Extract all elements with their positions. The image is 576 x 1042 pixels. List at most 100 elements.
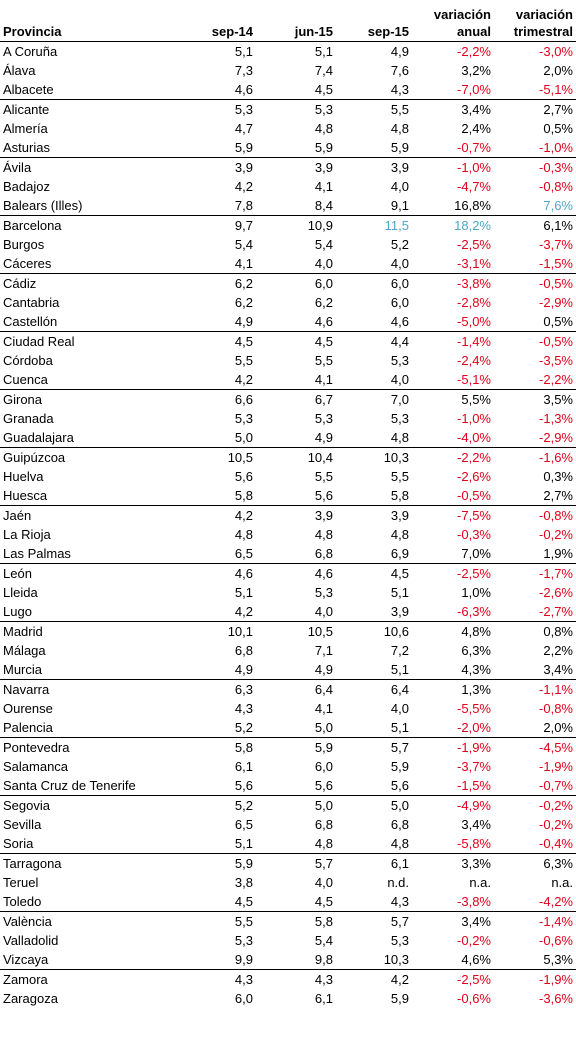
cell-jun-15: 6,0 bbox=[314, 759, 333, 774]
cell-variacion-trimestral: -1,6% bbox=[539, 450, 573, 465]
cell-jun-15: 5,7 bbox=[314, 856, 333, 871]
cell-variacion-trimestral: -0,2% bbox=[539, 798, 573, 813]
cell-sep-15: 5,5 bbox=[390, 102, 409, 117]
cell-provincia: Teruel bbox=[3, 875, 39, 890]
header-row: Provincia sep-14 jun-15 sep-15 variación… bbox=[0, 0, 576, 42]
cell-sep-15: 4,0 bbox=[336, 370, 412, 390]
cell-variacion-trimestral: 2,0% bbox=[543, 63, 573, 78]
cell-variacion-trimestral: 3,4% bbox=[494, 660, 576, 680]
cell-sep-14: 5,8 bbox=[234, 740, 253, 755]
cell-sep-14: 6,0 bbox=[234, 991, 253, 1006]
cell-jun-15: 5,6 bbox=[256, 776, 336, 796]
table-row: Guadalajara 5,0 4,9 4,8 -4,0% -2,9% bbox=[0, 428, 576, 448]
cell-provincia: Sevilla bbox=[3, 817, 42, 832]
cell-variacion-trimestral: -0,4% bbox=[494, 834, 576, 854]
cell-variacion-anual: -1,9% bbox=[457, 740, 491, 755]
cell-sep-15: 4,6 bbox=[336, 312, 412, 332]
cell-jun-15: 4,1 bbox=[314, 179, 333, 194]
cell-sep-14: 5,9 bbox=[196, 138, 256, 158]
cell-sep-15: 9,1 bbox=[336, 196, 412, 216]
cell-sep-15: 4,0 bbox=[390, 179, 409, 194]
cell-jun-15: 4,0 bbox=[256, 254, 336, 274]
table-row: Ávila 3,9 3,9 3,9 -1,0% -0,3% bbox=[0, 158, 576, 178]
table-row: Pontevedra 5,8 5,9 5,7 -1,9% -4,5% bbox=[0, 738, 576, 758]
cell-variacion-anual: 5,5% bbox=[461, 392, 491, 407]
table-row: Cuenca 4,2 4,1 4,0 -5,1% -2,2% bbox=[0, 370, 576, 390]
cell-variacion-anual: 2,4% bbox=[461, 121, 491, 136]
cell-variacion-anual: -2,8% bbox=[457, 295, 491, 310]
cell-variacion-anual: -0,2% bbox=[457, 933, 491, 948]
cell-variacion-anual: -5,0% bbox=[412, 312, 494, 332]
cell-variacion-trimestral: -0,2% bbox=[539, 527, 573, 542]
cell-jun-15: 4,6 bbox=[256, 312, 336, 332]
table-row: Barcelona 9,7 10,9 11,5 18,2% 6,1% bbox=[0, 216, 576, 236]
cell-variacion-anual: -1,0% bbox=[457, 160, 491, 175]
cell-jun-15: 5,6 bbox=[256, 486, 336, 506]
cell-variacion-trimestral: 0,3% bbox=[543, 469, 573, 484]
cell-variacion-anual: -2,6% bbox=[457, 469, 491, 484]
cell-sep-14: 4,6 bbox=[234, 566, 253, 581]
cell-variacion-trimestral: 2,7% bbox=[543, 102, 573, 117]
cell-variacion-trimestral: -0,2% bbox=[539, 817, 573, 832]
table-row: Salamanca 6,1 6,0 5,9 -3,7% -1,9% bbox=[0, 757, 576, 776]
cell-sep-15: 4,8 bbox=[336, 428, 412, 448]
cell-jun-15: 5,9 bbox=[314, 740, 333, 755]
cell-variacion-anual: 3,3% bbox=[461, 856, 491, 871]
table-row: Ciudad Real 4,5 4,5 4,4 -1,4% -0,5% bbox=[0, 332, 576, 352]
cell-provincia: Cádiz bbox=[3, 276, 37, 291]
cell-provincia: Las Palmas bbox=[0, 544, 196, 564]
header-sep-15: sep-15 bbox=[336, 0, 412, 42]
cell-sep-15: 10,3 bbox=[383, 450, 409, 465]
cell-variacion-anual: -1,5% bbox=[412, 776, 494, 796]
table-row: Zaragoza 6,0 6,1 5,9 -0,6% -3,6% bbox=[0, 989, 576, 1008]
cell-variacion-trimestral: -1,0% bbox=[494, 138, 576, 158]
cell-provincia: Navarra bbox=[3, 682, 50, 697]
cell-provincia: Cáceres bbox=[0, 254, 196, 274]
cell-variacion-trimestral: -3,0% bbox=[539, 44, 573, 59]
cell-sep-14: 4,3 bbox=[234, 701, 253, 716]
province-data-table: Provincia sep-14 jun-15 sep-15 variación… bbox=[0, 0, 576, 1009]
cell-sep-14: 7,8 bbox=[196, 196, 256, 216]
cell-sep-14: 5,5 bbox=[234, 353, 253, 368]
cell-jun-15: 4,5 bbox=[314, 334, 333, 349]
cell-provincia: Girona bbox=[3, 392, 43, 407]
cell-sep-15: 5,5 bbox=[390, 469, 409, 484]
cell-variacion-anual: -2,2% bbox=[457, 44, 491, 59]
cell-jun-15: 7,1 bbox=[314, 643, 333, 658]
cell-jun-15: 6,4 bbox=[314, 682, 333, 697]
table-row: Girona 6,6 6,7 7,0 5,5% 3,5% bbox=[0, 390, 576, 410]
cell-sep-15: 11,5 bbox=[384, 218, 409, 233]
cell-variacion-anual: -4,7% bbox=[457, 179, 491, 194]
cell-provincia: Balears (Illes) bbox=[0, 196, 196, 216]
cell-provincia: Ciudad Real bbox=[3, 334, 75, 349]
cell-provincia: Granada bbox=[3, 411, 54, 426]
cell-sep-14: 5,6 bbox=[196, 776, 256, 796]
cell-variacion-trimestral: -0,7% bbox=[494, 776, 576, 796]
cell-sep-14: 5,3 bbox=[234, 411, 253, 426]
cell-sep-15: 5,3 bbox=[390, 353, 409, 368]
cell-jun-15: 5,8 bbox=[314, 914, 333, 929]
cell-sep-14: 6,5 bbox=[196, 544, 256, 564]
cell-sep-14: 3,9 bbox=[234, 160, 253, 175]
cell-sep-15: 3,9 bbox=[390, 508, 409, 523]
cell-variacion-anual: 4,8% bbox=[461, 624, 491, 639]
cell-provincia: Córdoba bbox=[3, 353, 53, 368]
cell-provincia: Burgos bbox=[3, 237, 45, 252]
cell-sep-15: 4,3 bbox=[336, 80, 412, 100]
cell-variacion-trimestral: -1,3% bbox=[539, 411, 573, 426]
table-row: Guipúzcoa 10,5 10,4 10,3 -2,2% -1,6% bbox=[0, 448, 576, 468]
table-row: Soria 5,1 4,8 4,8 -5,8% -0,4% bbox=[0, 834, 576, 854]
table-row: Las Palmas 6,5 6,8 6,9 7,0% 1,9% bbox=[0, 544, 576, 564]
cell-variacion-anual: 1,0% bbox=[461, 585, 491, 600]
table-body: A Coruña 5,1 5,1 4,9 -2,2% -3,0% Álava 7,3 7,4 7,… bbox=[0, 42, 576, 1009]
table-row: Balears (Illes) 7,8 8,4 9,1 16,8% 7,6% bbox=[0, 196, 576, 216]
cell-sep-14: 10,1 bbox=[227, 624, 253, 639]
cell-sep-14: 4,2 bbox=[234, 179, 253, 194]
cell-sep-15: 10,3 bbox=[336, 950, 412, 970]
cell-variacion-trimestral: 6,3% bbox=[543, 856, 573, 871]
table-row: Álava 7,3 7,4 7,6 3,2% 2,0% bbox=[0, 61, 576, 80]
cell-provincia: Tarragona bbox=[3, 856, 62, 871]
header-variacion-anual: variación anual bbox=[412, 0, 494, 42]
cell-jun-15: 6,8 bbox=[314, 817, 333, 832]
cell-sep-15: 5,3 bbox=[390, 933, 409, 948]
